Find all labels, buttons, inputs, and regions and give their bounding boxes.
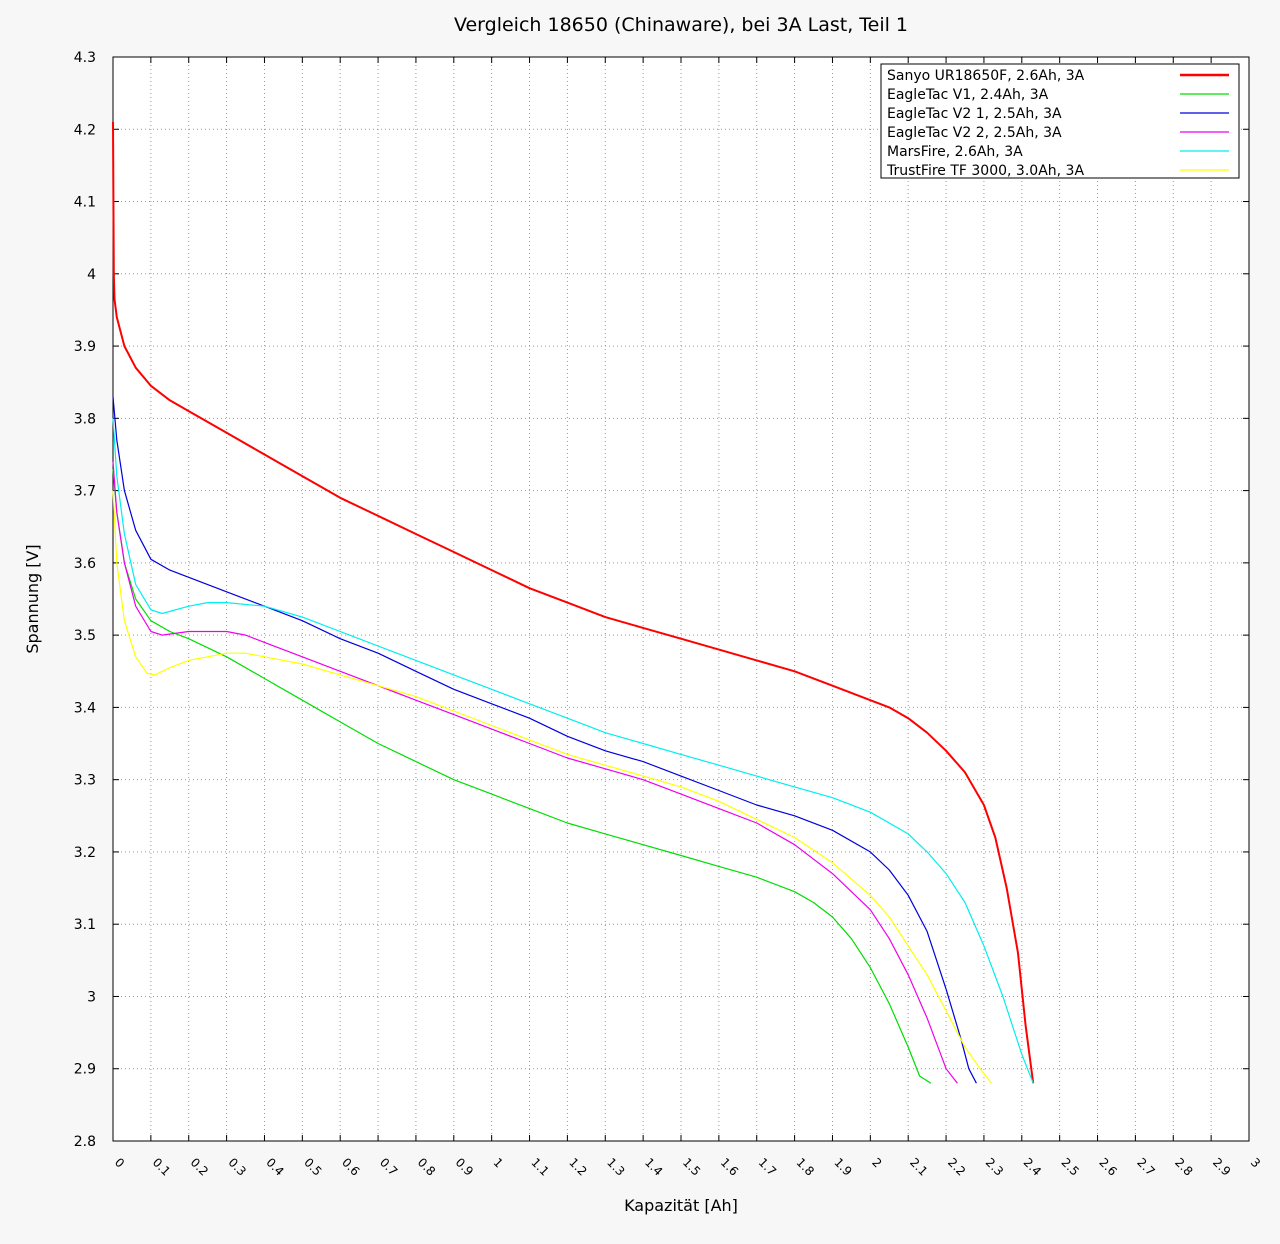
x-tick-label: 2.3 xyxy=(983,1155,1006,1178)
x-tick-label: 1 xyxy=(491,1155,506,1170)
y-tick-label: 4.2 xyxy=(74,122,96,138)
x-tick-label: 1.5 xyxy=(680,1155,703,1178)
x-tick-label: 0.8 xyxy=(415,1155,438,1178)
x-tick-label: 1.8 xyxy=(793,1155,816,1178)
x-tick-label: 2 xyxy=(869,1155,884,1170)
y-tick-label: 3.8 xyxy=(74,411,96,427)
x-tick-label: 0.1 xyxy=(150,1155,173,1178)
y-tick-label: 3.9 xyxy=(74,339,96,355)
y-tick-label: 4 xyxy=(87,267,96,283)
x-tick-label: 1.2 xyxy=(566,1155,589,1178)
legend-box xyxy=(880,63,1240,179)
x-tick-label: 1.4 xyxy=(642,1155,665,1178)
series-lines xyxy=(112,121,1035,1084)
series-line-2 xyxy=(112,468,932,1084)
x-tick-label: 0.7 xyxy=(377,1155,400,1178)
x-axis-label: Kapazität [Ah] xyxy=(624,1196,738,1215)
x-tick-label: 2.4 xyxy=(1021,1155,1044,1178)
y-tick-label: 3.1 xyxy=(74,917,96,933)
series-line-6 xyxy=(112,490,992,1084)
series-line-1 xyxy=(112,121,1035,1084)
x-tick-label: 2.1 xyxy=(907,1155,930,1178)
y-tick-label: 3.4 xyxy=(74,700,96,716)
y-tick-label: 3.2 xyxy=(74,845,96,861)
x-tick-label: 0.9 xyxy=(453,1155,476,1178)
legend: Sanyo UR18650F, 2.6Ah, 3A EagleTac V1, 2.… xyxy=(880,63,1240,179)
y-tick-label: 3.3 xyxy=(74,773,96,789)
y-tick-label: 2.8 xyxy=(74,1134,96,1150)
x-tick-label: 0.2 xyxy=(188,1155,211,1178)
x-tick-label: 0.6 xyxy=(339,1155,362,1178)
series-line-5 xyxy=(112,418,1034,1084)
x-tick-label: 1.1 xyxy=(528,1155,551,1178)
chart-title: Vergleich 18650 (Chinaware), bei 3A Last… xyxy=(454,14,908,36)
x-tick-label: 1.6 xyxy=(718,1155,741,1178)
y-tick-label: 3.5 xyxy=(74,628,96,644)
x-tick-label: 2.6 xyxy=(1096,1155,1119,1178)
legend-label-6: TrustFire TF 3000, 3.0Ah, 3A xyxy=(886,163,1084,179)
y-tick-label: 4.3 xyxy=(74,50,96,66)
x-tick-label: 2.2 xyxy=(945,1155,968,1178)
x-tick-label: 2.7 xyxy=(1134,1155,1157,1178)
legend-label-2: EagleTac V1, 2.4Ah, 3A xyxy=(887,87,1049,103)
x-tick-label: 0.5 xyxy=(301,1155,324,1178)
series-line-3 xyxy=(112,396,977,1084)
series-line-4 xyxy=(112,461,958,1084)
x-tick-label: 0 xyxy=(112,1155,127,1170)
x-tick-label: 1.9 xyxy=(831,1155,854,1178)
y-tick-label: 2.9 xyxy=(74,1062,96,1078)
x-tick-label: 2.9 xyxy=(1210,1155,1233,1178)
x-tick-label: 0.3 xyxy=(225,1155,248,1178)
x-tick-label: 2.8 xyxy=(1172,1155,1195,1178)
y-axis-label: Spannung [V] xyxy=(23,544,42,653)
legend-label-4: EagleTac V2 2, 2.5Ah, 3A xyxy=(887,125,1062,141)
x-tick-label: 1.7 xyxy=(756,1155,779,1178)
legend-label-1: Sanyo UR18650F, 2.6Ah, 3A xyxy=(887,68,1085,84)
grid xyxy=(113,57,1249,1141)
y-tick-label: 3.6 xyxy=(74,556,96,572)
x-tick-label: 0.4 xyxy=(263,1155,286,1178)
legend-label-5: MarsFire, 2.6Ah, 3A xyxy=(887,144,1023,160)
x-tick-label: 1.3 xyxy=(604,1155,627,1178)
x-tick-label: 3 xyxy=(1248,1155,1263,1170)
x-tick-label: 2.5 xyxy=(1059,1155,1082,1178)
plot-background xyxy=(113,57,1249,1141)
legend-label-3: EagleTac V2 1, 2.5Ah, 3A xyxy=(887,106,1062,122)
y-tick-label: 3.7 xyxy=(74,484,96,500)
y-tick-label: 4.1 xyxy=(74,195,96,211)
y-tick-label: 3 xyxy=(87,989,96,1005)
